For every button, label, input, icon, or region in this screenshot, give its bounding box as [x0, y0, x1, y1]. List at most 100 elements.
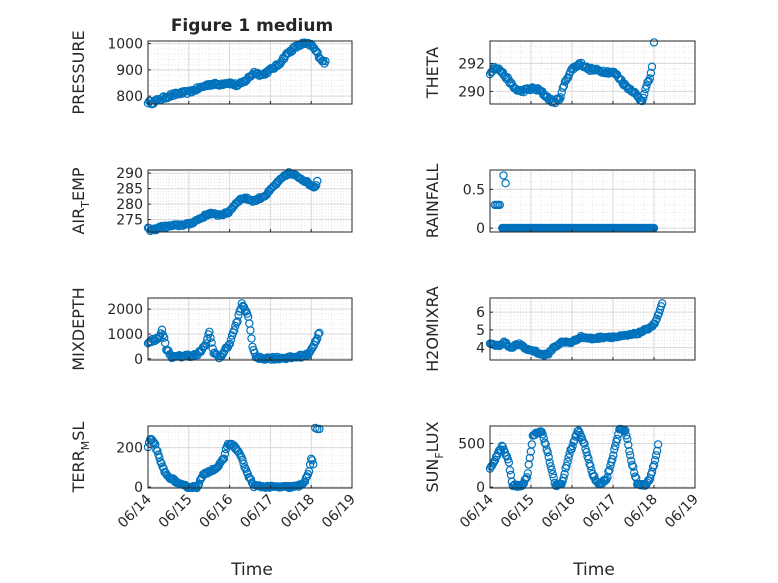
y-tick-label: 1000 — [107, 327, 143, 343]
data-point — [205, 327, 214, 336]
subplot-h2omixra: 4 5 6 H2OMIXRA — [423, 286, 696, 372]
y-tick-label: 1000 — [107, 37, 143, 53]
axes-box — [147, 169, 353, 233]
data-point — [651, 451, 661, 460]
data-point — [308, 456, 317, 465]
y-tick-label: 280 — [116, 197, 143, 213]
x-tick-label: 06/15 — [498, 492, 538, 532]
data-point — [315, 424, 324, 434]
data-point — [225, 339, 235, 348]
data-point — [562, 461, 571, 470]
subplot-rainfall: 0 0.5 RAINFALL — [423, 164, 696, 238]
y-tick-label: 0 — [476, 221, 485, 237]
y-axis-label: PRESSURE — [69, 30, 88, 114]
data-point — [505, 466, 515, 475]
data-point — [495, 200, 504, 210]
data-point — [313, 176, 322, 186]
data-point — [152, 445, 161, 455]
data-point — [309, 460, 318, 469]
data-point — [240, 463, 249, 472]
data-point — [559, 473, 568, 482]
y-tick-label: 900 — [116, 63, 143, 79]
data-point — [233, 317, 242, 326]
data-point — [541, 440, 550, 449]
data-point — [609, 451, 618, 460]
data-point — [620, 427, 629, 436]
data-point — [610, 445, 619, 454]
subplot-mixdepth: 0 1000 2000 MIXDEPTH — [69, 287, 353, 371]
data-point — [629, 462, 638, 471]
data-point — [631, 472, 640, 481]
data-point — [313, 334, 322, 343]
data-point — [224, 340, 233, 349]
x-tick-label: 06/14 — [115, 491, 155, 531]
data-point — [544, 452, 553, 462]
data-point — [229, 326, 239, 335]
data-point — [220, 449, 230, 459]
data-point — [625, 447, 634, 456]
data-point — [490, 456, 500, 465]
data-point — [206, 333, 215, 343]
data-point — [232, 318, 241, 327]
data-point — [300, 477, 310, 486]
data-point — [547, 465, 556, 475]
y-tick-label: 0 — [134, 480, 143, 496]
y-tick-label: 0 — [476, 480, 485, 496]
x-tick-label: 06/19 — [662, 492, 702, 532]
data-point — [564, 453, 573, 462]
data-point — [238, 455, 247, 465]
x-tick-label: 06/17 — [580, 492, 620, 532]
y-tick-label: 200 — [116, 441, 143, 457]
data-point — [556, 93, 565, 102]
data-point — [155, 453, 164, 462]
data-point — [623, 434, 632, 444]
data-point — [603, 473, 612, 482]
data-point — [647, 62, 657, 71]
data-point — [626, 451, 635, 460]
data-point — [560, 469, 569, 479]
data-point — [570, 436, 579, 445]
subplot-sun-flux: 06/14 06/15 06/16 06/17 06/18 06/19 0 500 SUNFLU… — [423, 421, 702, 531]
y-tick-label: 275 — [116, 213, 143, 229]
data-point — [157, 459, 166, 468]
data-point — [539, 434, 548, 443]
data-point — [649, 38, 659, 47]
data-point — [305, 460, 315, 469]
data-point — [627, 330, 637, 339]
data-point — [219, 210, 229, 219]
x-tick-label: 06/17 — [237, 492, 277, 532]
data-point — [565, 449, 574, 458]
data-point — [193, 481, 203, 491]
data-point — [627, 456, 636, 465]
data-point — [248, 197, 257, 206]
axes-box — [489, 169, 696, 233]
data-point — [148, 437, 158, 446]
y-tick-label: 5 — [476, 323, 485, 339]
data-point — [622, 431, 631, 440]
subplot-theta: 290 292 THETA — [423, 38, 696, 108]
data-point — [649, 460, 659, 470]
data-point — [313, 48, 322, 58]
data-point — [501, 178, 510, 188]
y-tick-label: 500 — [458, 436, 485, 452]
data-point — [160, 338, 170, 348]
data-point — [563, 457, 572, 466]
data-point — [504, 458, 514, 467]
figure-title: Figure 1 medium — [171, 16, 333, 36]
data-point — [628, 460, 637, 470]
data-point — [240, 305, 250, 314]
x-tick-label: 06/16 — [197, 491, 237, 531]
data-point — [645, 74, 655, 83]
data-point — [646, 68, 656, 78]
x-tick-label: 06/18 — [278, 492, 318, 532]
y-tick-label: 4 — [476, 341, 485, 357]
y-axis-label: MIXDEPTH — [69, 287, 88, 370]
data-point — [207, 338, 216, 347]
data-point — [321, 57, 330, 66]
data-point — [569, 437, 578, 446]
data-point — [559, 81, 569, 91]
x-axis-label-left: Time — [230, 560, 273, 580]
data-point — [653, 440, 663, 449]
data-point — [568, 441, 577, 451]
